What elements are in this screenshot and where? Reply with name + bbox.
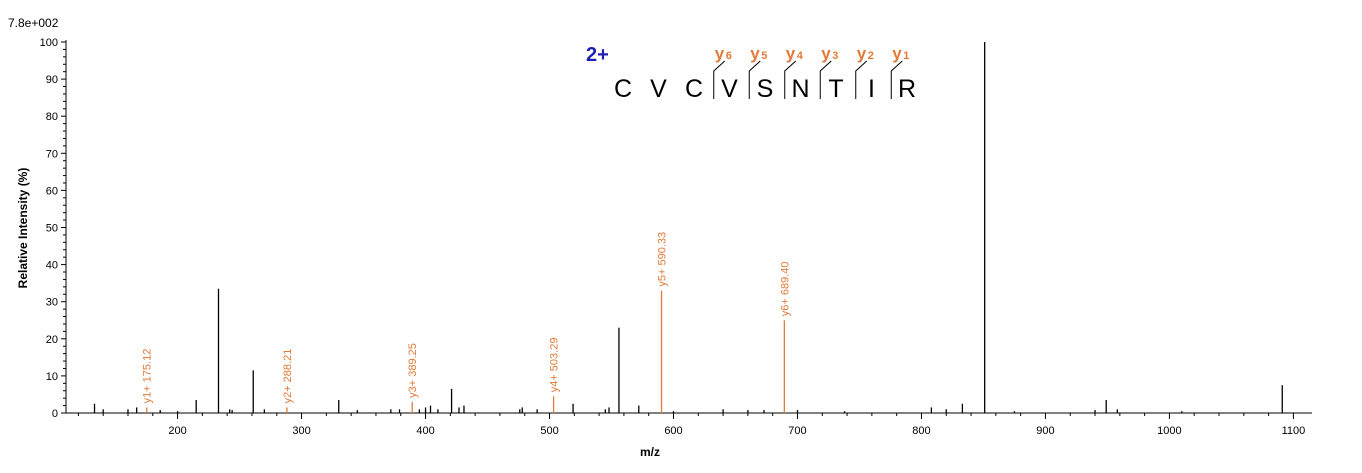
y-ion-label: y xyxy=(786,44,796,63)
x-tick-label: 400 xyxy=(416,425,434,437)
x-tick-label: 1100 xyxy=(1282,425,1306,437)
ion-label: y2+ 288.21 xyxy=(282,349,294,404)
residue: N xyxy=(791,75,809,103)
y-tick-label: 80 xyxy=(46,111,58,123)
x-tick-label: 700 xyxy=(788,425,806,437)
y-tick-label: 30 xyxy=(46,297,58,309)
residue: C xyxy=(614,75,632,103)
ion-label: y1+ 175.12 xyxy=(142,349,154,404)
fragment-bracket xyxy=(784,60,797,99)
fragment-bracket xyxy=(748,60,761,99)
y-tick-label: 40 xyxy=(46,260,58,272)
peptide-sequence-diagram: 2+C V C V S N T I Ry 6 y 5 y 4 y 3 y 2 y 1 xyxy=(586,44,916,103)
peaks xyxy=(93,42,1283,413)
x-tick-label: 1000 xyxy=(1157,425,1181,437)
residue: R xyxy=(898,75,916,103)
charge-state: 2+ xyxy=(586,44,609,66)
y-ion-index: 4 xyxy=(797,50,804,62)
y-tick-label: 70 xyxy=(46,148,58,160)
x-tick-label: 200 xyxy=(168,425,186,437)
y-ion-label: y xyxy=(892,44,902,63)
x-axis-title: m/z xyxy=(640,445,660,459)
y-tick-label: 0 xyxy=(52,408,58,420)
y-ion-index: 1 xyxy=(903,50,909,62)
y-ion-label: y xyxy=(857,44,867,63)
ion-label: y3+ 389.25 xyxy=(407,343,419,398)
y-tick-label: 20 xyxy=(46,334,58,346)
y-tick-label: 100 xyxy=(40,37,58,49)
y-ion-index: 2 xyxy=(868,50,874,62)
ion-label: y6+ 689.40 xyxy=(779,262,791,317)
residue: V xyxy=(721,75,738,103)
ion-label: y4+ 503.29 xyxy=(549,338,561,393)
y-ion-index: 5 xyxy=(761,50,767,62)
fragment-bracket xyxy=(819,60,832,99)
x-tick-label: 500 xyxy=(540,425,558,437)
residue: V xyxy=(650,75,667,103)
y-tick-label: 50 xyxy=(46,223,58,235)
residue: S xyxy=(757,75,774,103)
y-ion-label: y xyxy=(750,44,760,63)
y-tick-label: 60 xyxy=(46,185,58,197)
axes: 0 10 20 30 40 50 60 70 80 90 100 200 300 400 500 600 700… xyxy=(40,37,1312,437)
residue: T xyxy=(828,75,843,103)
x-tick-label: 300 xyxy=(292,425,310,437)
fragment-bracket xyxy=(713,60,726,99)
intensity-scale-label: 7.8e+002 xyxy=(8,16,59,30)
x-tick-label: 800 xyxy=(912,425,930,437)
y-ion-label: y xyxy=(821,44,831,63)
y-ion-index: 3 xyxy=(832,50,838,62)
y-ion-label: y xyxy=(715,44,725,63)
residue: I xyxy=(868,75,875,103)
x-tick-label: 900 xyxy=(1036,425,1054,437)
residue: C xyxy=(685,75,703,103)
x-tick-label: 600 xyxy=(664,425,682,437)
ion-label: y5+ 590.33 xyxy=(657,232,669,287)
fragment-bracket xyxy=(890,60,903,99)
y-ion-index: 6 xyxy=(726,50,732,62)
ion-annotations: y1+ 175.12 y2+ 288.21 y3+ 389.25 y4+ 503.29… xyxy=(142,232,791,413)
fragment-bracket xyxy=(855,60,868,99)
y-tick-label: 10 xyxy=(46,371,58,383)
y-axis-title: Relative Intensity (%) xyxy=(16,168,30,289)
y-tick-label: 90 xyxy=(46,74,58,86)
